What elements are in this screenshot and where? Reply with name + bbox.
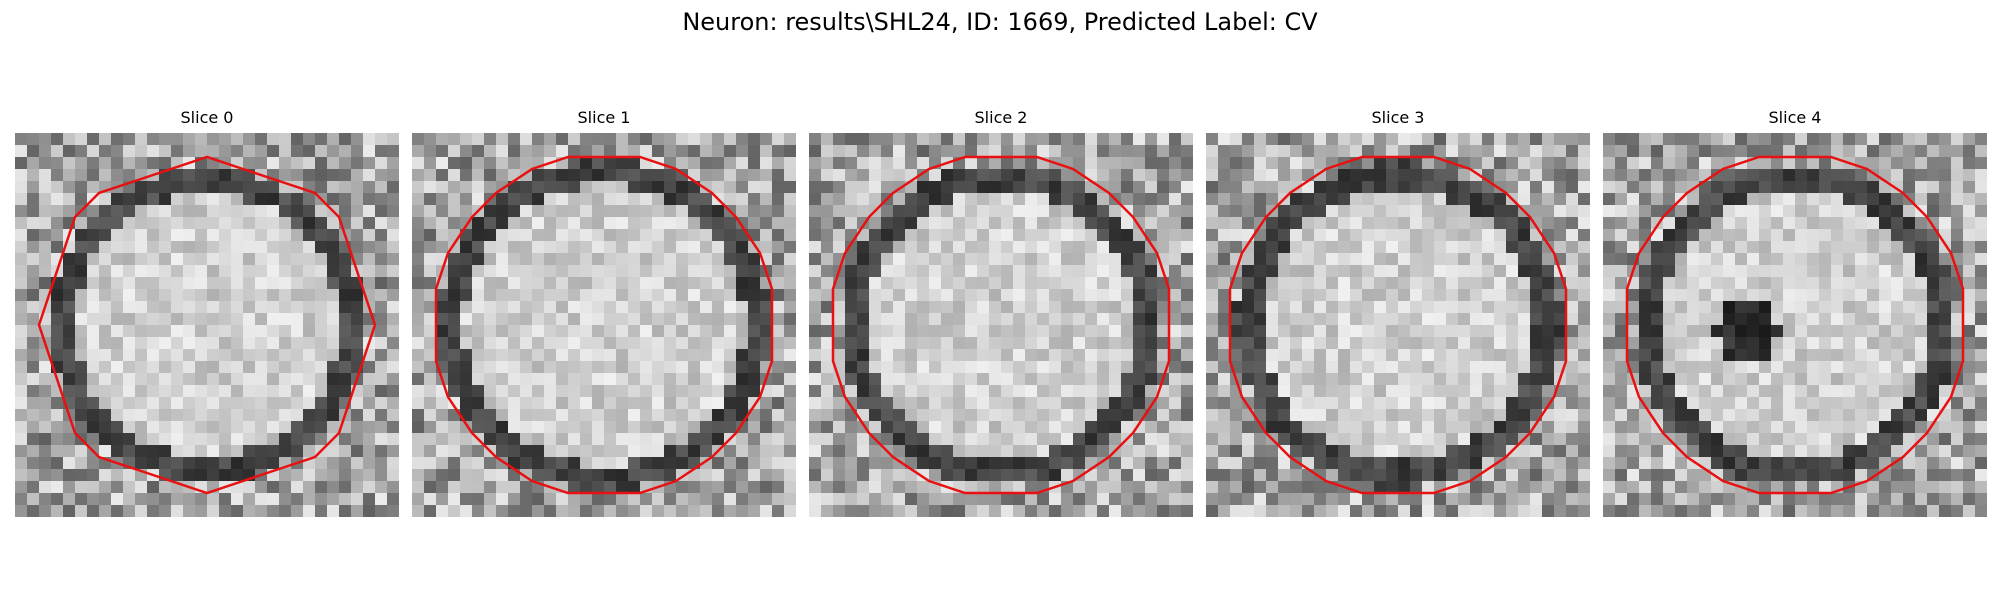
slice-panel-4: Slice 4 [1603, 108, 1987, 517]
slice-image [412, 133, 796, 517]
slice-panel-3: Slice 3 [1206, 108, 1590, 517]
segmentation-contour [37, 155, 377, 495]
slice-title: Slice 3 [1371, 108, 1425, 127]
slice-title: Slice 4 [1768, 108, 1822, 127]
slice-panel-0: Slice 0 [15, 108, 399, 517]
slice-image [1206, 133, 1590, 517]
slice-image [15, 133, 399, 517]
segmentation-contour [1228, 155, 1568, 495]
slice-title: Slice 2 [974, 108, 1028, 127]
segmentation-contour [831, 155, 1171, 495]
slice-panel-1: Slice 1 [412, 108, 796, 517]
slice-panel-2: Slice 2 [809, 108, 1193, 517]
slice-title: Slice 1 [577, 108, 631, 127]
figure-title: Neuron: results\SHL24, ID: 1669, Predict… [682, 8, 1318, 36]
slice-title: Slice 0 [180, 108, 234, 127]
slice-image [809, 133, 1193, 517]
segmentation-contour [1625, 155, 1965, 495]
segmentation-contour [434, 155, 774, 495]
slice-image [1603, 133, 1987, 517]
